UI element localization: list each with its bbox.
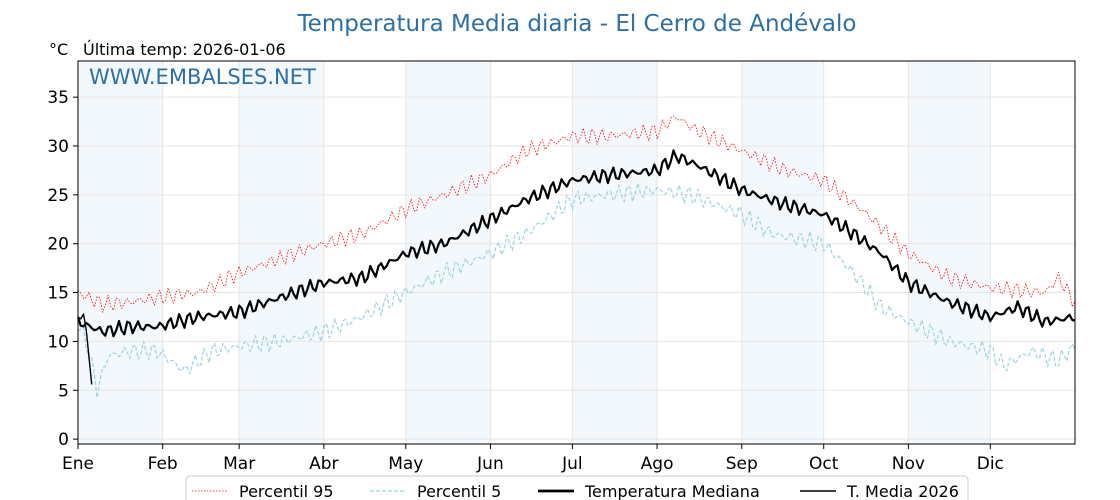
month-band-0 xyxy=(78,61,163,444)
x-axis: Ene Feb Mar Abr May Jun Jul Ago Sep Oct Nov Dic xyxy=(62,444,1004,474)
y-tick-label: 35 xyxy=(47,88,69,108)
y-tick-label: 20 xyxy=(47,235,69,255)
series-line-0 xyxy=(77,115,1076,313)
month-band-2 xyxy=(405,61,491,444)
y-tick-label: 25 xyxy=(47,186,69,206)
unit-label: °C xyxy=(49,40,68,59)
series-line-3 xyxy=(77,313,93,385)
x-tick-label: Dic xyxy=(977,454,1004,474)
x-tick-label: Jun xyxy=(476,454,504,474)
x-tick-label: Jul xyxy=(561,454,583,474)
watermark: WWW.EMBALSES.NET xyxy=(89,65,316,89)
plot-frame xyxy=(77,60,1076,445)
plot-series xyxy=(76,115,1076,399)
x-tick-label: Sep xyxy=(726,454,758,474)
month-band-5 xyxy=(908,61,991,444)
x-tick-label: Mar xyxy=(223,454,255,474)
month-bands xyxy=(78,61,991,444)
y-axis: 0 5 10 15 20 25 30 35 xyxy=(47,88,78,450)
month-band-3 xyxy=(572,61,658,444)
y-tick-label: 15 xyxy=(47,284,69,304)
legend-label-0: Percentil 95 xyxy=(239,482,334,500)
y-tick-label: 0 xyxy=(58,430,69,450)
y-tick-label: 10 xyxy=(47,332,69,352)
x-tick-label: Nov xyxy=(892,454,925,474)
x-tick-label: May xyxy=(388,454,423,474)
series-line-2 xyxy=(76,149,1076,338)
legend-label-2: Temperatura Mediana xyxy=(584,482,760,500)
x-tick-label: Abr xyxy=(309,454,338,474)
x-tick-label: Feb xyxy=(148,454,178,474)
legend-label-3: T. Media 2026 xyxy=(846,482,959,500)
x-tick-label: Ago xyxy=(641,454,674,474)
chart-title: Temperatura Media diaria - El Cerro de A… xyxy=(297,11,857,37)
chart-subtitle: Última temp: 2026-01-06 xyxy=(83,40,286,59)
series-line-1 xyxy=(77,182,1076,399)
y-tick-label: 5 xyxy=(58,381,69,401)
legend-label-1: Percentil 5 xyxy=(417,482,501,500)
legend-box xyxy=(185,475,969,500)
x-tick-label: Oct xyxy=(809,454,839,474)
x-tick-label: Ene xyxy=(62,454,94,474)
month-band-1 xyxy=(239,61,324,444)
y-tick-label: 30 xyxy=(47,137,69,157)
legend: Percentil 95 Percentil 5 Temperatura Media… xyxy=(185,475,969,500)
month-band-4 xyxy=(741,61,824,444)
